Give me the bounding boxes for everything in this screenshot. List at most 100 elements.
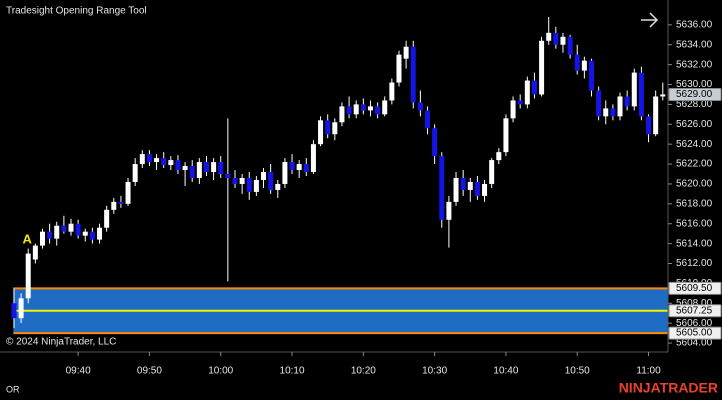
candle-body xyxy=(453,177,459,202)
candle-body xyxy=(168,160,174,166)
candle-body xyxy=(460,177,466,190)
candle-body xyxy=(139,154,145,165)
candle-body xyxy=(189,166,195,178)
candle-body xyxy=(389,82,395,101)
candle-body xyxy=(318,120,324,145)
candle-body xyxy=(396,54,402,83)
candle-body xyxy=(310,144,316,173)
candle-body xyxy=(54,225,60,239)
x-tick-label: 10:10 xyxy=(280,366,305,377)
candle-body xyxy=(97,227,103,240)
price-tag xyxy=(668,281,722,295)
y-tick-label: 5634.00 xyxy=(676,39,713,50)
y-tick-label: 5626.00 xyxy=(676,119,713,130)
candle-body xyxy=(482,183,488,196)
candle-body xyxy=(268,172,274,190)
candle-body xyxy=(111,201,117,210)
candle-body xyxy=(353,104,359,115)
plot-area xyxy=(11,16,668,335)
candle-body xyxy=(89,231,95,240)
candle-body xyxy=(39,231,45,246)
price-tag xyxy=(668,87,722,101)
x-tick-label: 09:40 xyxy=(66,366,91,377)
y-tick-label: 5628.00 xyxy=(676,99,713,110)
nav-arrow[interactable] xyxy=(641,12,659,28)
x-tick-label: 10:00 xyxy=(208,366,233,377)
candle-body xyxy=(581,60,587,71)
candle-body xyxy=(182,166,188,171)
chart-title: Tradesight Opening Range Tool xyxy=(6,6,147,17)
candle-body xyxy=(517,100,523,105)
y-tick-label: 5606.00 xyxy=(676,318,713,329)
candle-body xyxy=(253,179,259,192)
candle-body xyxy=(18,298,24,319)
candle-body xyxy=(367,106,373,111)
copyright: © 2024 NinjaTrader, LLC xyxy=(6,337,116,348)
candle-body xyxy=(203,162,209,173)
x-tick-label: 10:30 xyxy=(422,366,447,377)
candle-body xyxy=(118,201,124,204)
candle-body xyxy=(261,172,267,180)
candle-body xyxy=(432,128,438,157)
candle-body xyxy=(489,160,495,184)
y-tick-label: 5622.00 xyxy=(676,159,713,170)
candle-body xyxy=(61,225,67,232)
candle-body xyxy=(132,164,138,182)
x-tick-label: 10:50 xyxy=(565,366,590,377)
y-tick-label: 5618.00 xyxy=(676,198,713,209)
candle-body xyxy=(154,158,160,163)
candle-body xyxy=(553,32,559,45)
candle-body xyxy=(531,80,537,95)
price-tag-label: 5609.50 xyxy=(676,283,713,294)
footer-tab[interactable]: OR xyxy=(6,384,20,394)
candle-body xyxy=(246,177,252,192)
candle-body xyxy=(503,118,509,153)
candle-body xyxy=(360,104,366,111)
candle-body xyxy=(175,160,181,171)
candle-body xyxy=(439,156,445,220)
y-tick-label: 5612.00 xyxy=(676,258,713,269)
candle-body xyxy=(596,90,602,117)
candle-body xyxy=(510,100,516,119)
y-tick-label: 5632.00 xyxy=(676,59,713,70)
candle-body xyxy=(218,162,224,175)
candle-body xyxy=(624,96,630,107)
y-tick-label: 5614.00 xyxy=(676,238,713,249)
y-tick-label: 5624.00 xyxy=(676,139,713,150)
candle-body xyxy=(524,80,530,105)
candle-body xyxy=(68,223,74,232)
candle-body xyxy=(610,108,616,117)
brand-logo: NINJATRADER xyxy=(619,380,718,396)
candle-body xyxy=(631,72,637,107)
candle-body xyxy=(225,174,231,178)
candle-body xyxy=(303,164,309,173)
candle-body xyxy=(603,108,609,117)
candle-body xyxy=(375,106,381,115)
candle-body xyxy=(239,177,245,184)
candle-body xyxy=(417,102,423,111)
x-tick-label: 09:50 xyxy=(137,366,162,377)
candle-body xyxy=(325,120,331,135)
candle-body xyxy=(346,106,352,115)
candle-body xyxy=(546,32,552,41)
candle-body xyxy=(382,100,388,115)
candle-body xyxy=(82,231,88,236)
candle-body xyxy=(47,231,53,239)
y-tick-label: 5616.00 xyxy=(676,218,713,229)
candle-body xyxy=(653,96,659,135)
candle-body xyxy=(75,223,81,236)
candle-body xyxy=(617,96,623,117)
price-tag-label: 5605.00 xyxy=(676,328,713,339)
candle-body xyxy=(410,46,416,103)
candle-body xyxy=(560,36,566,45)
y-tick-label: 5608.00 xyxy=(676,298,713,309)
annotation: A xyxy=(23,231,33,246)
y-tick-label: 5604.00 xyxy=(676,338,713,349)
candle-body xyxy=(446,201,452,220)
price-tag xyxy=(668,326,722,340)
candle-body xyxy=(232,177,238,184)
candle-body xyxy=(332,122,338,135)
x-tick-label: 11:00 xyxy=(636,366,661,377)
y-tick-label: 5636.00 xyxy=(676,19,713,30)
candle-body xyxy=(660,94,666,97)
